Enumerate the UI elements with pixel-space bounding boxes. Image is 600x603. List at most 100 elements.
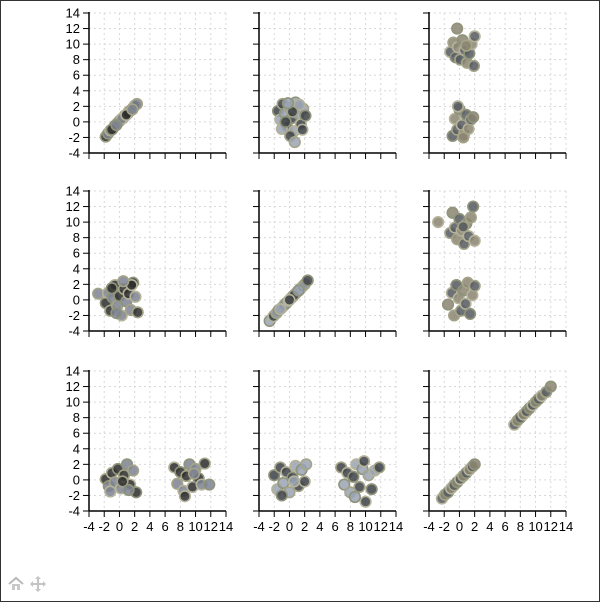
data-point [300,458,313,471]
data-point [299,109,312,122]
scatter-panel-1-2 [423,190,567,337]
data-point [338,478,351,491]
y-tick-label: -2 [68,308,80,323]
data-point [283,293,296,306]
y-tick-label: -4 [68,504,80,519]
data-point [464,307,477,320]
y-tick-label: 4 [73,83,80,98]
data-point [92,287,105,300]
data-point [298,475,311,488]
data-point [292,284,305,297]
y-tick-label: -4 [68,324,80,339]
x-tick-label: 8 [177,519,184,534]
data-point [105,282,118,295]
data-point [198,457,211,470]
data-point [459,297,472,310]
y-tick-label: 14 [66,6,80,21]
plot-toolbar [7,575,47,593]
scatter-panel-0-2 [423,12,567,159]
y-tick-label: 12 [66,21,80,36]
data-point [122,483,135,497]
x-tick-label: 2 [471,519,478,534]
y-tick-label: 4 [73,441,80,456]
scatter-panel-2-1: -4 -2 0 2 4 6 8 10 12 14 [253,370,403,534]
data-point [203,478,216,491]
y-tick-label: 6 [73,426,80,441]
y-tick-label: 6 [73,246,80,261]
data-point [467,111,480,124]
data-point [432,216,445,229]
x-tick-label: 2 [301,519,308,534]
y-tick-label: 12 [66,199,80,214]
x-tick-label: -4 [253,519,265,534]
y-tick-label: -2 [68,130,80,145]
data-point [457,131,470,144]
y-tick-label: 8 [73,230,80,245]
x-tick-label: 6 [161,519,168,534]
y-tick-label: 2 [73,457,80,472]
y-tick-label: 8 [73,52,80,67]
data-point [348,490,362,504]
y-tick-label: 0 [73,292,80,307]
data-point [373,461,386,474]
x-tick-label: 4 [486,519,493,534]
data-point [353,480,366,493]
data-point [110,307,123,320]
x-tick-label: 0 [116,519,123,534]
x-tick-label: -4 [83,519,95,534]
y-tick-label: 14 [66,184,80,199]
x-tick-label: 4 [146,519,153,534]
x-tick-label: 14 [219,519,233,534]
x-tick-label: 6 [331,519,338,534]
data-point [187,467,201,480]
x-tick-label: 6 [501,519,508,534]
x-tick-label: 8 [517,519,524,534]
x-tick-label: 10 [358,519,372,534]
data-point [457,220,470,233]
y-tick-label: 0 [73,472,80,487]
data-point [127,464,140,477]
data-point [279,115,292,128]
data-point [544,380,557,393]
x-tick-label: 10 [188,519,202,534]
data-point [274,303,287,316]
data-point [467,59,481,72]
x-tick-label: 14 [559,519,573,534]
data-point [117,275,130,288]
y-tick-label: 2 [73,277,80,292]
x-tick-label: 12 [204,519,218,534]
y-tick-label: 2 [73,99,80,114]
x-tick-label: -2 [438,519,450,534]
x-tick-label: 0 [286,519,293,534]
data-point [359,495,372,508]
x-tick-label: 12 [544,519,558,534]
x-tick-label: 14 [389,519,403,534]
data-point [110,118,123,132]
data-point [451,100,465,113]
y-tick-label: -2 [68,488,80,503]
data-point [468,458,481,471]
data-point [116,475,129,488]
data-point [131,306,144,319]
home-icon[interactable] [7,575,25,593]
scatter-panel-0-1 [253,12,397,159]
x-tick-label: -2 [98,519,110,534]
data-point [296,123,309,136]
y-tick-label: 0 [73,114,80,129]
y-tick-label: -4 [68,146,80,161]
data-point [468,30,481,43]
data-point [126,103,139,116]
x-tick-label: 2 [131,519,138,534]
y-tick-label: 8 [73,410,80,425]
data-point [451,22,464,35]
data-point [287,475,301,488]
data-point [288,136,301,149]
y-tick-label: 14 [66,364,80,379]
x-tick-label: 10 [528,519,542,534]
pan-move-icon[interactable] [29,575,47,593]
data-point [464,211,477,224]
